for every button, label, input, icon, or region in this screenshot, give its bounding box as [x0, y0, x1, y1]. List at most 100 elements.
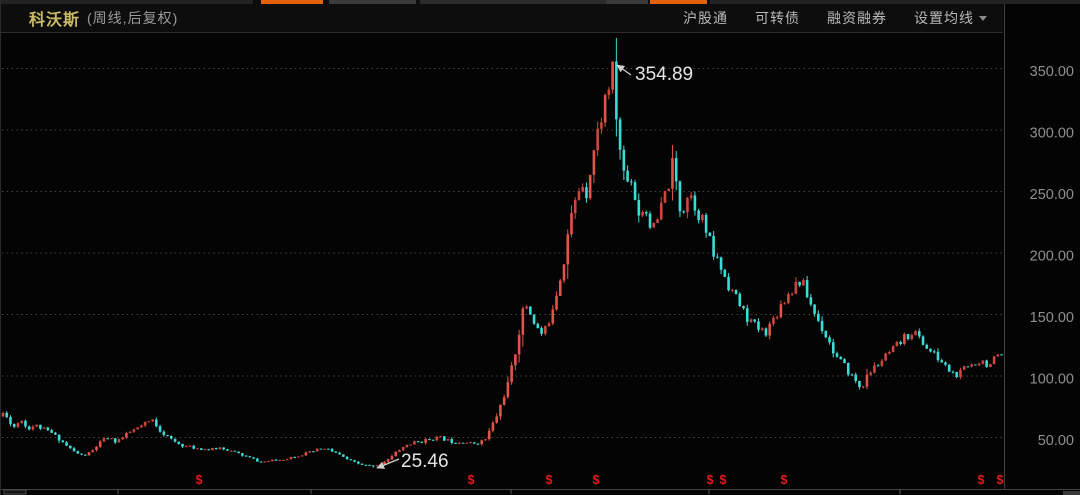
- candle-body: [618, 119, 622, 150]
- candle-body: [83, 454, 87, 456]
- candle-body: [9, 417, 12, 425]
- candle-body: [469, 442, 472, 444]
- candle-body: [113, 438, 117, 443]
- candle-body: [637, 199, 641, 216]
- tab-strip-segment: [416, 0, 420, 4]
- candle-body: [248, 456, 252, 458]
- candle-body: [151, 419, 154, 422]
- candle-body: [764, 328, 768, 336]
- candle-body: [760, 328, 764, 330]
- candle-body: [274, 459, 278, 461]
- candle-body: [353, 460, 356, 462]
- dividend-event-marker[interactable]: $: [546, 473, 553, 487]
- candle-body: [678, 181, 682, 212]
- candle-body: [446, 439, 450, 441]
- candle-body: [390, 456, 394, 460]
- dividend-event-marker[interactable]: $: [720, 473, 727, 487]
- candle-body: [338, 452, 341, 455]
- candle-body: [106, 438, 110, 440]
- candle-body: [805, 280, 809, 298]
- tab-strip-segment: [420, 0, 606, 4]
- candle-body: [521, 308, 525, 335]
- candle-body: [39, 424, 42, 429]
- candle-body: [282, 459, 285, 461]
- candle-body: [682, 211, 685, 213]
- candle-body: [158, 426, 162, 432]
- candle-body: [895, 342, 899, 346]
- candle-body: [375, 465, 379, 467]
- candle-body: [472, 442, 476, 444]
- candle-body: [876, 365, 880, 367]
- candle-body: [491, 422, 495, 431]
- candle-body: [16, 423, 20, 427]
- dividend-event-marker[interactable]: $: [196, 473, 203, 487]
- dividend-event-marker[interactable]: $: [997, 473, 1004, 487]
- menu-item-convertible-bond[interactable]: 可转债: [755, 8, 800, 28]
- candle-body: [850, 374, 854, 376]
- candle-body: [323, 448, 326, 450]
- candle-body: [510, 365, 513, 382]
- candle-body: [947, 364, 951, 372]
- candle-body: [798, 281, 801, 286]
- candle-body: [379, 464, 383, 466]
- candle-body: [783, 303, 786, 305]
- candle-body: [315, 448, 319, 452]
- candle-body: [757, 321, 760, 330]
- candle-body: [181, 443, 184, 447]
- candle-body: [817, 313, 820, 321]
- menu-item-ma-settings[interactable]: 设置均线: [914, 8, 987, 28]
- candle-body: [50, 430, 53, 433]
- candle-body: [398, 450, 401, 452]
- scrollbar-thumb[interactable]: [3, 489, 27, 495]
- candle-body: [723, 269, 727, 277]
- candle-body: [884, 353, 887, 361]
- candle-body: [596, 128, 599, 151]
- candle-body: [607, 89, 611, 96]
- candle-body: [888, 352, 891, 354]
- candle-body: [932, 351, 936, 353]
- candle-body: [558, 280, 562, 296]
- candle-body: [304, 452, 308, 456]
- dividend-event-marker[interactable]: $: [707, 473, 714, 487]
- candle-body: [502, 397, 506, 405]
- menu-item-shanghai-connect[interactable]: 沪股通: [683, 8, 728, 28]
- candle-body: [716, 256, 719, 258]
- dividend-event-marker[interactable]: $: [593, 473, 600, 487]
- candle-body: [820, 320, 824, 331]
- candle-body: [162, 431, 166, 436]
- candle-body: [854, 374, 858, 381]
- candle-body: [921, 336, 925, 345]
- candle-body: [843, 359, 846, 364]
- candle-body: [199, 448, 203, 450]
- candle-body: [476, 443, 480, 445]
- candle-body: [506, 381, 510, 398]
- candle-body: [633, 182, 637, 200]
- scrollbar-handle[interactable]: [1063, 491, 1080, 495]
- candle-body: [925, 344, 929, 349]
- y-axis-label: 200.00: [1030, 249, 1074, 265]
- y-axis-label: 150.00: [1030, 310, 1074, 326]
- candle-body: [906, 334, 910, 340]
- candle-body: [244, 455, 248, 457]
- candle-body: [977, 363, 981, 365]
- menu-item-label: 融资融券: [827, 10, 887, 26]
- y-axis-label: 250.00: [1030, 187, 1074, 203]
- dividend-event-marker[interactable]: $: [978, 473, 985, 487]
- candle-body: [532, 314, 536, 324]
- candle-body: [54, 432, 57, 435]
- candle-body: [858, 380, 861, 388]
- menu-item-margin-trading[interactable]: 融资融券: [827, 8, 887, 28]
- candle-body: [697, 210, 700, 221]
- dividend-event-marker[interactable]: $: [781, 473, 788, 487]
- candle-body: [416, 441, 420, 443]
- candle-body: [345, 456, 349, 460]
- candle-body: [1, 412, 5, 417]
- y-axis-label: 100.00: [1030, 372, 1074, 388]
- candle-body: [349, 459, 353, 461]
- header-menu: 沪股通 可转债 融资融券 设置均线: [683, 8, 987, 28]
- candle-body: [128, 431, 132, 434]
- dividend-event-marker[interactable]: $: [468, 473, 475, 487]
- candle-body: [570, 213, 573, 235]
